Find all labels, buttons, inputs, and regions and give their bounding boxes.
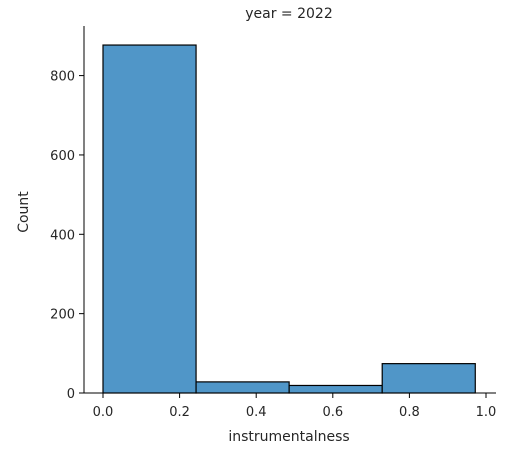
x-tick-label: 1.0 (476, 405, 497, 420)
y-tick-label: 0 (67, 387, 75, 402)
y-axis-label: Count (16, 191, 32, 233)
y-tick-label: 800 (50, 70, 75, 85)
x-axis-label: instrumentalness (228, 429, 349, 445)
x-tick-label: 0.0 (93, 405, 114, 420)
x-tick-label: 0.6 (322, 405, 343, 420)
histogram-bar-2 (195, 381, 290, 394)
x-tick-label: 0.2 (169, 405, 190, 420)
histogram-bar-4 (381, 363, 476, 394)
histogram-bar-3 (288, 384, 383, 394)
y-tick-label: 600 (50, 149, 75, 164)
y-tick-label: 200 (50, 308, 75, 323)
x-ticks-group: 0.0 0.2 0.4 0.6 0.8 1.0 (93, 393, 497, 420)
x-tick-label: 0.4 (246, 405, 267, 420)
x-tick-label: 0.8 (399, 405, 420, 420)
chart-title: year = 2022 (245, 6, 333, 22)
y-tick-label: 400 (50, 228, 75, 243)
histogram-bar-1 (102, 44, 197, 394)
y-ticks-group: 0 200 400 600 800 (50, 70, 84, 402)
bars-group (102, 44, 476, 394)
